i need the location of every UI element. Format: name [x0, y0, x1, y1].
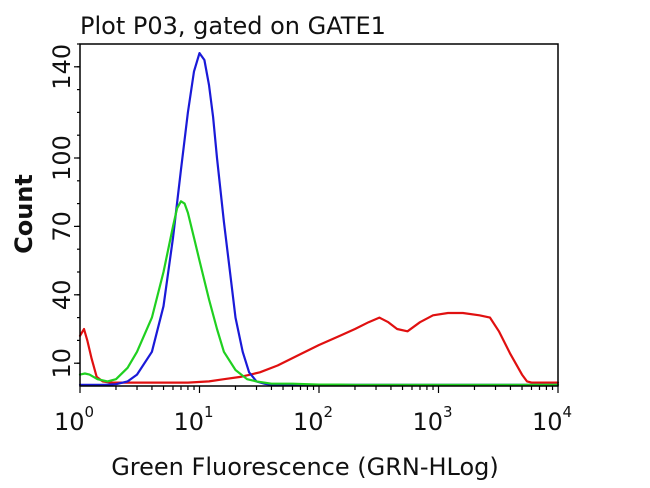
- x-tick-label: 103: [412, 403, 452, 436]
- y-tick-label: 40: [48, 280, 76, 311]
- x-axis-label: Green Fluorescence (GRN-HLog): [111, 453, 499, 481]
- x-tick-label: 100: [54, 403, 94, 436]
- y-tick-label: 140: [48, 44, 76, 90]
- series-layer: [78, 51, 560, 386]
- y-tick-label: 70: [48, 211, 76, 242]
- plot-frame: [79, 43, 559, 387]
- series-line-1: [78, 311, 560, 384]
- y-axis-label: Count: [10, 174, 38, 254]
- x-tick-label: 101: [173, 403, 213, 436]
- tick-layer: 100 101 102 103 104 10 40 70 100 140: [48, 43, 572, 436]
- y-tick-label: 10: [48, 348, 76, 379]
- x-tick-label: 102: [293, 403, 333, 436]
- y-tick-label: 100: [48, 135, 76, 181]
- series-line-3: [78, 200, 560, 386]
- series-line-2: [78, 51, 560, 386]
- chart-title: Plot P03, gated on GATE1: [80, 12, 386, 40]
- x-tick-label: 104: [532, 403, 572, 436]
